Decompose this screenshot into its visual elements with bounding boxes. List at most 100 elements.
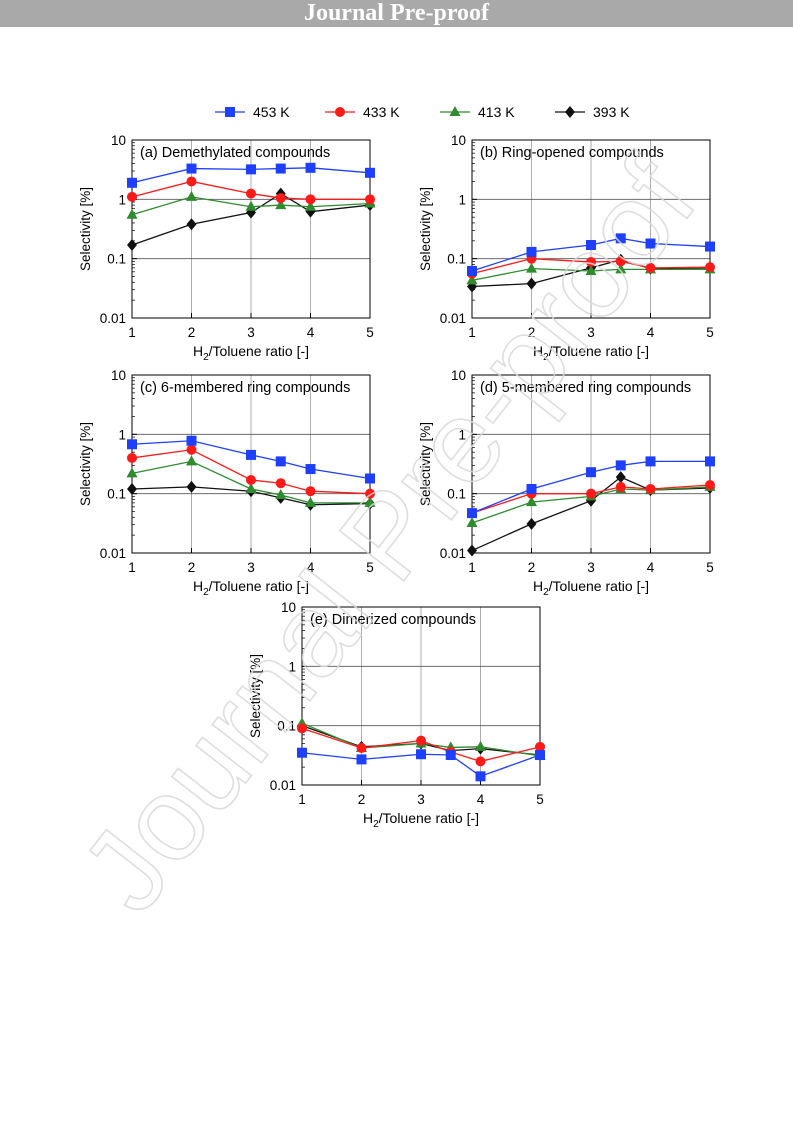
y-axis-label: Selectivity [%]	[78, 422, 93, 506]
data-point	[365, 194, 375, 205]
data-point	[705, 241, 715, 252]
series-453-k	[297, 747, 545, 782]
series-433-k	[127, 444, 375, 499]
data-point	[615, 460, 626, 471]
data-point	[275, 488, 287, 499]
data-point	[526, 277, 537, 290]
data-point	[186, 435, 197, 446]
y-tick-label: 0.1	[447, 252, 466, 267]
data-point	[246, 474, 256, 485]
data-point	[245, 200, 257, 211]
x-tick-label: 1	[298, 792, 306, 807]
y-tick-label: 1	[458, 192, 466, 207]
data-point	[467, 508, 477, 519]
series-433-k	[127, 176, 375, 205]
y-tick-label: 10	[111, 368, 126, 383]
data-point	[585, 264, 597, 275]
legend-marker	[335, 107, 345, 117]
data-point	[356, 743, 367, 754]
data-point	[305, 162, 316, 173]
legend-entry: 413 K	[440, 104, 515, 120]
legend-entry: 453 K	[215, 104, 290, 120]
data-point	[365, 488, 375, 499]
series-line	[471, 237, 711, 272]
data-point	[305, 200, 316, 211]
data-point	[305, 194, 316, 205]
data-point	[246, 164, 256, 175]
series-line	[131, 167, 371, 184]
y-tick-label: 0.1	[277, 719, 296, 734]
y-tick-label: 1	[118, 192, 126, 207]
y-tick-label: 0.01	[100, 546, 126, 561]
y-tick-label: 0.1	[107, 487, 126, 502]
chart-title: (a) Demethylated compounds	[140, 145, 330, 161]
series-line	[131, 440, 371, 480]
data-point	[186, 444, 197, 455]
x-tick-label: 4	[647, 325, 655, 340]
data-point	[365, 473, 375, 484]
y-tick-label: 1	[458, 427, 466, 442]
legend-label: 413 K	[478, 104, 515, 120]
journal-header-bar: Journal Pre-proof	[0, 0, 793, 27]
journal-header-title: Journal Pre-proof	[303, 0, 490, 26]
x-tick-label: 1	[468, 325, 476, 340]
series-line	[131, 449, 371, 495]
series-413-k	[126, 455, 376, 507]
series-433-k	[297, 723, 545, 767]
data-point	[356, 754, 367, 765]
data-point	[535, 750, 545, 761]
data-point	[705, 262, 715, 273]
data-point	[365, 167, 375, 178]
series-453-k	[467, 456, 715, 519]
x-tick-label: 3	[247, 560, 255, 575]
series-line	[301, 722, 541, 757]
series-line	[471, 486, 711, 524]
y-tick-label: 0.01	[100, 311, 126, 326]
x-tick-label: 2	[188, 560, 196, 575]
y-tick-label: 1	[288, 659, 296, 674]
legend-marker	[225, 107, 235, 117]
data-point	[586, 256, 596, 267]
chart-title: (c) 6-membered ring compounds	[140, 380, 350, 396]
data-point	[245, 482, 257, 493]
x-tick-label: 5	[366, 325, 374, 340]
data-point	[526, 246, 537, 257]
chart-panel: 1 2 3 4 5 0.01 0.1 1 10 (d) 5-membered ring compo…	[418, 368, 716, 598]
chart-panel: 1 2 3 4 5 0.01 0.1 1 10 (c) 6-membered ring compo…	[78, 368, 376, 598]
y-axis-label: Selectivity [%]	[248, 654, 263, 738]
data-point	[275, 193, 286, 204]
data-point	[445, 750, 456, 761]
data-point	[475, 756, 486, 767]
legend-label: 433 K	[363, 104, 400, 120]
data-point	[246, 449, 256, 460]
data-point	[275, 163, 286, 174]
data-point	[467, 544, 477, 557]
data-point	[526, 517, 537, 530]
data-point	[186, 176, 197, 187]
data-point	[364, 496, 376, 507]
x-tick-label: 4	[477, 792, 485, 807]
data-point	[127, 191, 137, 202]
x-tick-label: 2	[528, 560, 536, 575]
x-axis-label: H2/Toluene ratio [-]	[193, 343, 309, 363]
series-line	[131, 196, 371, 216]
chart-panel: 1 2 3 4 5 0.01 0.1 1 10 (b) Ring-opened compounds…	[418, 133, 716, 363]
x-tick-label: 4	[307, 560, 315, 575]
y-axis-label: Selectivity [%]	[418, 422, 433, 506]
series-line	[131, 180, 370, 200]
data-point	[126, 467, 138, 478]
y-tick-label: 0.01	[440, 311, 466, 326]
x-tick-label: 2	[188, 325, 196, 340]
chart-title: (d) 5-membered ring compounds	[480, 380, 691, 396]
y-tick-label: 0.01	[440, 546, 466, 561]
series-453-k	[127, 162, 375, 188]
series-453-k	[467, 233, 715, 276]
data-point	[186, 163, 197, 174]
y-tick-label: 1	[118, 427, 126, 442]
series-line	[131, 486, 371, 506]
series-line	[301, 727, 541, 763]
data-point	[275, 456, 286, 467]
legend: 453 K 433 K 413 K 393 K	[215, 104, 630, 120]
data-point	[645, 456, 656, 467]
